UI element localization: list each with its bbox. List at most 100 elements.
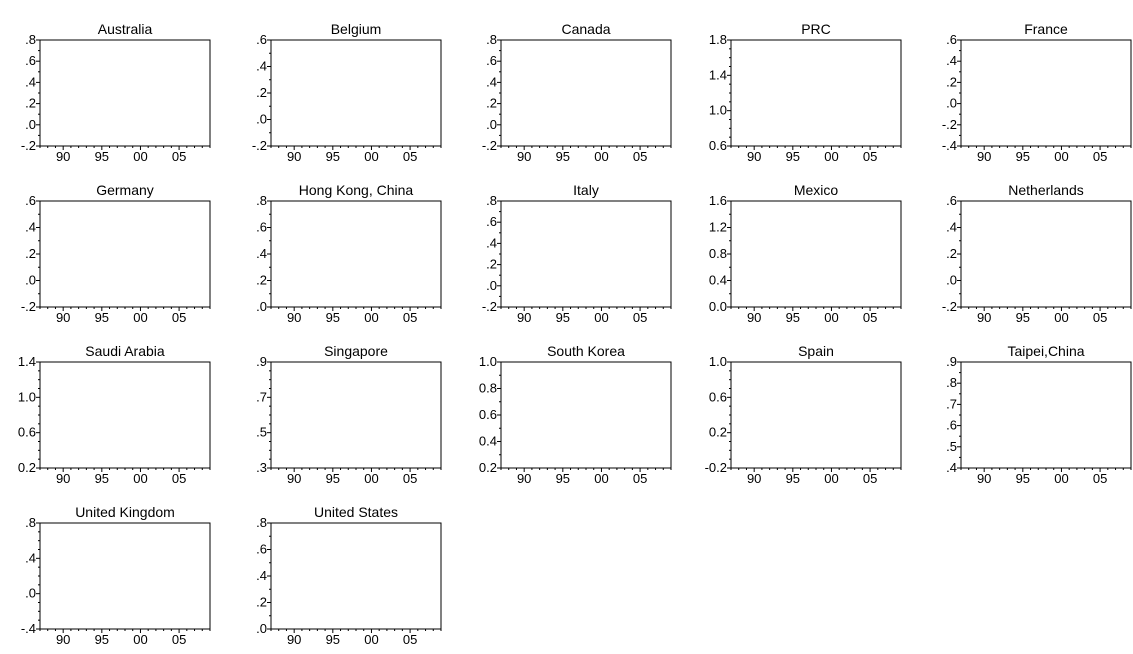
y-tick-label: 0.2 — [18, 460, 36, 475]
chart-panel: Belgium .6 .4 .2 .0 -.2 90 95 00 05 — [252, 21, 442, 164]
chart-panel: Spain 1.0 0.6 0.2 -0.2 90 95 00 05 — [705, 343, 902, 486]
x-tick-label: 95 — [1016, 471, 1030, 486]
y-tick-label: 1.8 — [709, 32, 727, 47]
x-tick-label: 05 — [1093, 149, 1107, 164]
x-tick-label: 90 — [287, 149, 301, 164]
x-tick-label: 05 — [403, 632, 417, 647]
chart-panel: Singapore .9 .7 .5 .3 90 95 00 05 — [256, 343, 442, 486]
chart-panel: Netherlands .6 .4 .2 .0 -.2 90 95 00 05 — [942, 182, 1132, 325]
x-tick-label: 00 — [133, 632, 147, 647]
x-tick-label: 90 — [287, 632, 301, 647]
chart-title: United States — [314, 504, 398, 520]
plot-frame — [730, 39, 902, 147]
x-tick-label: 00 — [594, 310, 608, 325]
y-tick-label: .4 — [256, 59, 267, 74]
y-tick-label: .0 — [256, 299, 267, 314]
chart-panel: Germany .6 .4 .2 .0 -.2 90 95 00 05 — [21, 182, 211, 325]
y-tick-label: .6 — [256, 220, 267, 235]
x-tick-label: 90 — [977, 471, 991, 486]
y-tick-label: .0 — [256, 112, 267, 127]
x-tick-label: 05 — [172, 471, 186, 486]
x-tick-label: 90 — [747, 471, 761, 486]
chart-panel: PRC 1.8 1.4 1.0 0.6 90 95 00 05 — [709, 21, 902, 164]
plot-frame — [39, 361, 211, 469]
x-tick-label: 05 — [863, 471, 877, 486]
y-tick-label: .4 — [25, 220, 36, 235]
y-tick-label: 0.6 — [18, 425, 36, 440]
y-tick-label: .6 — [486, 53, 497, 68]
x-tick-label: 00 — [824, 149, 838, 164]
x-tick-label: 95 — [556, 310, 570, 325]
y-tick-label: 0.8 — [479, 381, 497, 396]
x-tick-label: 90 — [56, 632, 70, 647]
y-tick-label: .6 — [25, 53, 36, 68]
x-tick-label: 90 — [747, 310, 761, 325]
plot-frame — [960, 361, 1132, 469]
x-tick-label: 00 — [824, 310, 838, 325]
y-tick-label: -0.2 — [705, 460, 727, 475]
y-tick-label: .4 — [25, 550, 36, 565]
chart-title: Singapore — [324, 343, 388, 359]
y-tick-label: .2 — [256, 273, 267, 288]
x-tick-label: 90 — [56, 310, 70, 325]
chart-panel: United Kingdom .8 .4 .0 -.4 90 95 00 05 — [21, 504, 211, 647]
y-tick-label: .4 — [486, 235, 497, 250]
x-tick-label: 90 — [977, 149, 991, 164]
chart-title: Taipei,China — [1007, 343, 1084, 359]
chart-title: Italy — [573, 182, 599, 198]
y-tick-label: .6 — [486, 214, 497, 229]
plot-frame — [39, 522, 211, 630]
x-tick-label: 95 — [326, 310, 340, 325]
x-tick-label: 00 — [364, 632, 378, 647]
x-tick-label: 90 — [517, 471, 531, 486]
x-tick-label: 95 — [786, 471, 800, 486]
x-tick-label: 00 — [133, 310, 147, 325]
y-tick-label: .0 — [25, 273, 36, 288]
x-tick-label: 95 — [326, 632, 340, 647]
y-tick-label: .3 — [256, 460, 267, 475]
y-tick-label: .2 — [256, 85, 267, 100]
y-tick-label: .8 — [25, 515, 36, 530]
y-tick-label: 1.6 — [709, 193, 727, 208]
x-tick-label: 05 — [1093, 310, 1107, 325]
y-tick-label: 0.8 — [709, 246, 727, 261]
chart-title: Netherlands — [1008, 182, 1084, 198]
plot-frame — [500, 200, 672, 308]
y-tick-label: 0.4 — [479, 434, 497, 449]
x-tick-label: 00 — [133, 149, 147, 164]
chart-title: Spain — [798, 343, 834, 359]
y-tick-label: .6 — [946, 193, 957, 208]
x-tick-label: 95 — [95, 149, 109, 164]
y-tick-label: .4 — [946, 53, 957, 68]
x-tick-label: 90 — [287, 471, 301, 486]
y-tick-label: .2 — [486, 257, 497, 272]
y-tick-label: .8 — [486, 193, 497, 208]
x-tick-label: 95 — [556, 471, 570, 486]
y-tick-label: .6 — [946, 32, 957, 47]
chart-panel: Saudi Arabia 1.4 1.0 0.6 0.2 90 95 00 05 — [18, 343, 211, 486]
plot-frame — [270, 39, 442, 147]
x-tick-label: 05 — [633, 471, 647, 486]
y-tick-label: -.2 — [942, 117, 957, 132]
y-tick-label: .7 — [946, 396, 957, 411]
plot-frame — [730, 200, 902, 308]
y-tick-label: .4 — [256, 246, 267, 261]
y-tick-label: .2 — [25, 246, 36, 261]
x-tick-label: 05 — [403, 471, 417, 486]
plot-frame — [270, 522, 442, 630]
chart-title: Saudi Arabia — [85, 343, 165, 359]
y-tick-label: -.2 — [482, 138, 497, 153]
y-tick-label: .4 — [946, 220, 957, 235]
plot-frame — [39, 200, 211, 308]
plot-frame — [960, 200, 1132, 308]
chart-panel: Hong Kong, China .8 .6 .4 .2 .0 90 95 00 05 — [256, 182, 442, 325]
chart-title: France — [1024, 21, 1068, 37]
y-tick-label: -.2 — [942, 299, 957, 314]
plot-frame — [270, 200, 442, 308]
y-tick-label: .5 — [946, 439, 957, 454]
x-tick-label: 05 — [172, 632, 186, 647]
y-tick-label: .4 — [25, 74, 36, 89]
x-tick-label: 90 — [56, 149, 70, 164]
y-tick-label: 1.0 — [709, 354, 727, 369]
y-tick-label: -.2 — [21, 138, 36, 153]
